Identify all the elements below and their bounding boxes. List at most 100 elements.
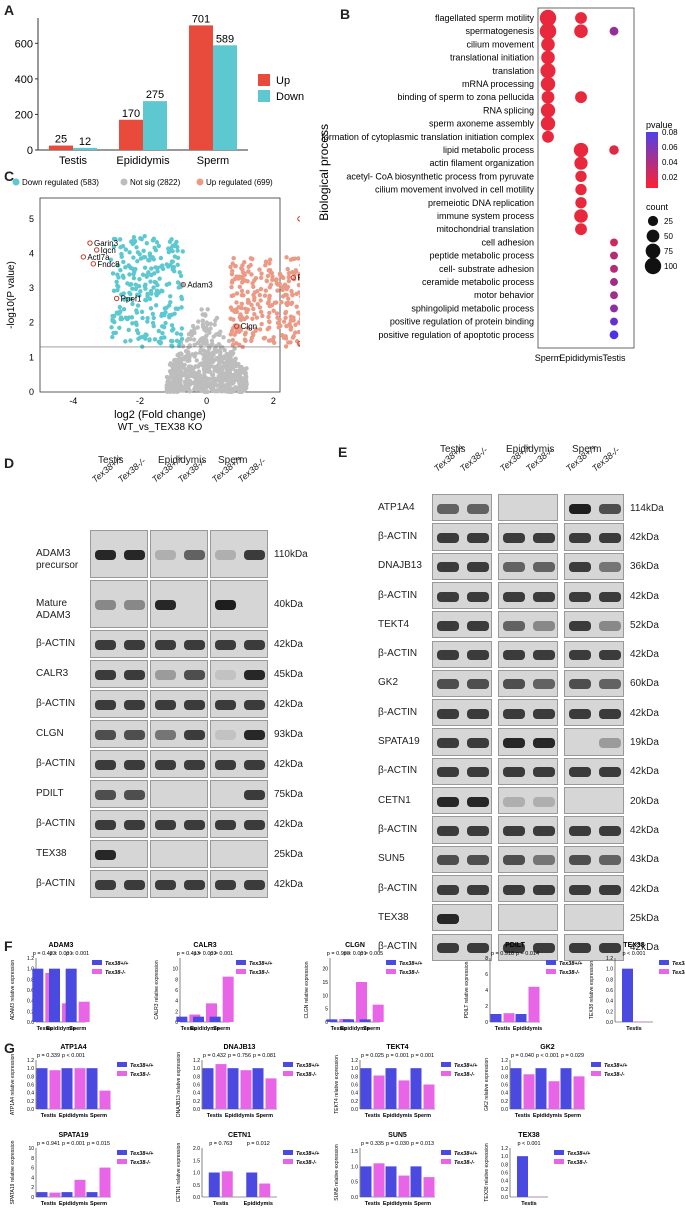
term-label: mitochondrial translation — [436, 224, 534, 234]
term-label: sphingolipid metabolic process — [411, 303, 534, 313]
blot-band — [437, 884, 459, 895]
y-axis-title: SUN5 relative expression — [334, 1144, 340, 1201]
quant-chart-adam3: ADAM3 0.0 0.2 0.4 0.6 0.8 1.0 1.2 ADAM3 relative… — [10, 942, 129, 1032]
blot-lane — [90, 530, 148, 578]
down-dot — [172, 254, 178, 259]
blot-band — [215, 670, 236, 680]
group-title: Sperm — [218, 455, 248, 466]
up-dot — [230, 268, 235, 274]
blot-lane — [210, 780, 268, 808]
blot-row-label: GK2 — [378, 677, 399, 689]
up-dot — [266, 314, 271, 320]
y-tick-label: 0.0 — [606, 1020, 613, 1026]
ns-dot — [178, 368, 183, 373]
data-label: 170 — [122, 108, 140, 120]
up-dot — [286, 270, 292, 276]
blot-lane — [498, 581, 558, 610]
up-dot — [293, 269, 299, 274]
down-dot — [128, 296, 134, 302]
go-dot — [610, 264, 618, 273]
down-dot — [161, 324, 167, 330]
down-dot — [109, 325, 114, 330]
data-label: 275 — [146, 89, 164, 101]
legend-swatch — [546, 960, 556, 965]
p-value: p = 0.030 — [386, 1141, 409, 1147]
blot-lane — [90, 750, 148, 778]
y-axis-title: ATP1A4 relative expression — [10, 1054, 16, 1116]
blot-band — [95, 640, 116, 650]
kda-label: 36kDa — [630, 561, 659, 573]
up-dot — [236, 305, 241, 310]
up-dot — [229, 285, 234, 290]
y-tick-label: 1.5 — [193, 1158, 200, 1164]
down-dot — [111, 288, 117, 294]
blot-band — [503, 943, 525, 954]
ns-dot — [202, 353, 208, 358]
legend-label: Tex38-/- — [296, 1160, 317, 1166]
ns-dot — [219, 382, 224, 387]
down-dot — [170, 344, 175, 349]
bar-ko — [240, 1070, 252, 1109]
down-dot — [135, 292, 140, 297]
blot-lane — [498, 552, 558, 580]
count-tick: 100 — [664, 262, 678, 271]
ns-dot — [200, 340, 206, 346]
p-value: p = 0.001 — [62, 1141, 85, 1147]
up-dot — [234, 291, 240, 296]
blot-lane — [564, 699, 624, 727]
kda-label: 42kDa — [630, 824, 659, 836]
blot-band — [533, 708, 555, 719]
blot-band — [184, 820, 205, 830]
up-dot — [259, 321, 264, 327]
up-dot — [240, 274, 245, 280]
up-dot — [254, 315, 260, 320]
blot-lane — [210, 580, 268, 628]
ns-dot — [214, 315, 220, 321]
blot-lane — [90, 580, 148, 628]
bar-ko — [398, 1175, 410, 1197]
quant-chart-calr3: CALR3 0 2 4 6 8 10 CALR3 relative expression Tes… — [154, 942, 273, 1032]
x-tick-label: Epididymis — [59, 1113, 88, 1119]
up-dot — [257, 305, 263, 310]
blot-row-label: β-ACTIN — [36, 878, 76, 889]
p-value: p = 0.002 — [193, 951, 216, 957]
blot-row-label: β-ACTIN — [378, 589, 418, 601]
up-dot — [286, 278, 292, 284]
down-dot — [147, 296, 153, 302]
blot-band — [467, 532, 489, 543]
up-dot — [299, 322, 300, 326]
p-value: p = 0.918 — [491, 951, 514, 957]
ns-dot — [179, 361, 184, 367]
blot-band — [215, 820, 236, 830]
ns-dot — [218, 371, 223, 376]
x-tick-label: Testis — [37, 1026, 53, 1032]
down-dot — [123, 265, 128, 270]
up-dot — [270, 274, 275, 279]
blot-lane — [498, 640, 558, 668]
plot-frame — [537, 7, 635, 349]
blot-band — [533, 679, 555, 690]
term-label: immune system process — [437, 211, 535, 221]
blot-lane — [150, 810, 208, 838]
go-dot — [610, 278, 618, 286]
quant-chart-clgn: CLGN 0 5 10 15 20 CLGN relative expression Test… — [304, 942, 423, 1032]
blot-band — [467, 562, 489, 573]
kda-label: 75kDa — [274, 789, 303, 800]
up-dot — [245, 279, 250, 284]
legend-label: Tex38+/+ — [454, 1151, 478, 1157]
y-tick-label: 0.0 — [193, 1195, 200, 1201]
blot-row-label: β-ACTIN — [378, 941, 418, 953]
bar-ko — [356, 982, 367, 1022]
go-dot — [539, 9, 557, 27]
ns-dot — [210, 341, 215, 347]
legend-swatch — [554, 1159, 564, 1164]
blot-band — [437, 855, 459, 866]
blot-band — [437, 679, 459, 690]
x-tick-label: -2 — [136, 396, 144, 406]
blot-band — [244, 670, 265, 680]
p-value: p < 0.001 — [343, 951, 366, 957]
bar-ko — [423, 1084, 435, 1109]
bar-ko — [74, 1068, 86, 1109]
legend-label: Tex38-/- — [249, 970, 270, 976]
blot-band — [124, 600, 145, 610]
